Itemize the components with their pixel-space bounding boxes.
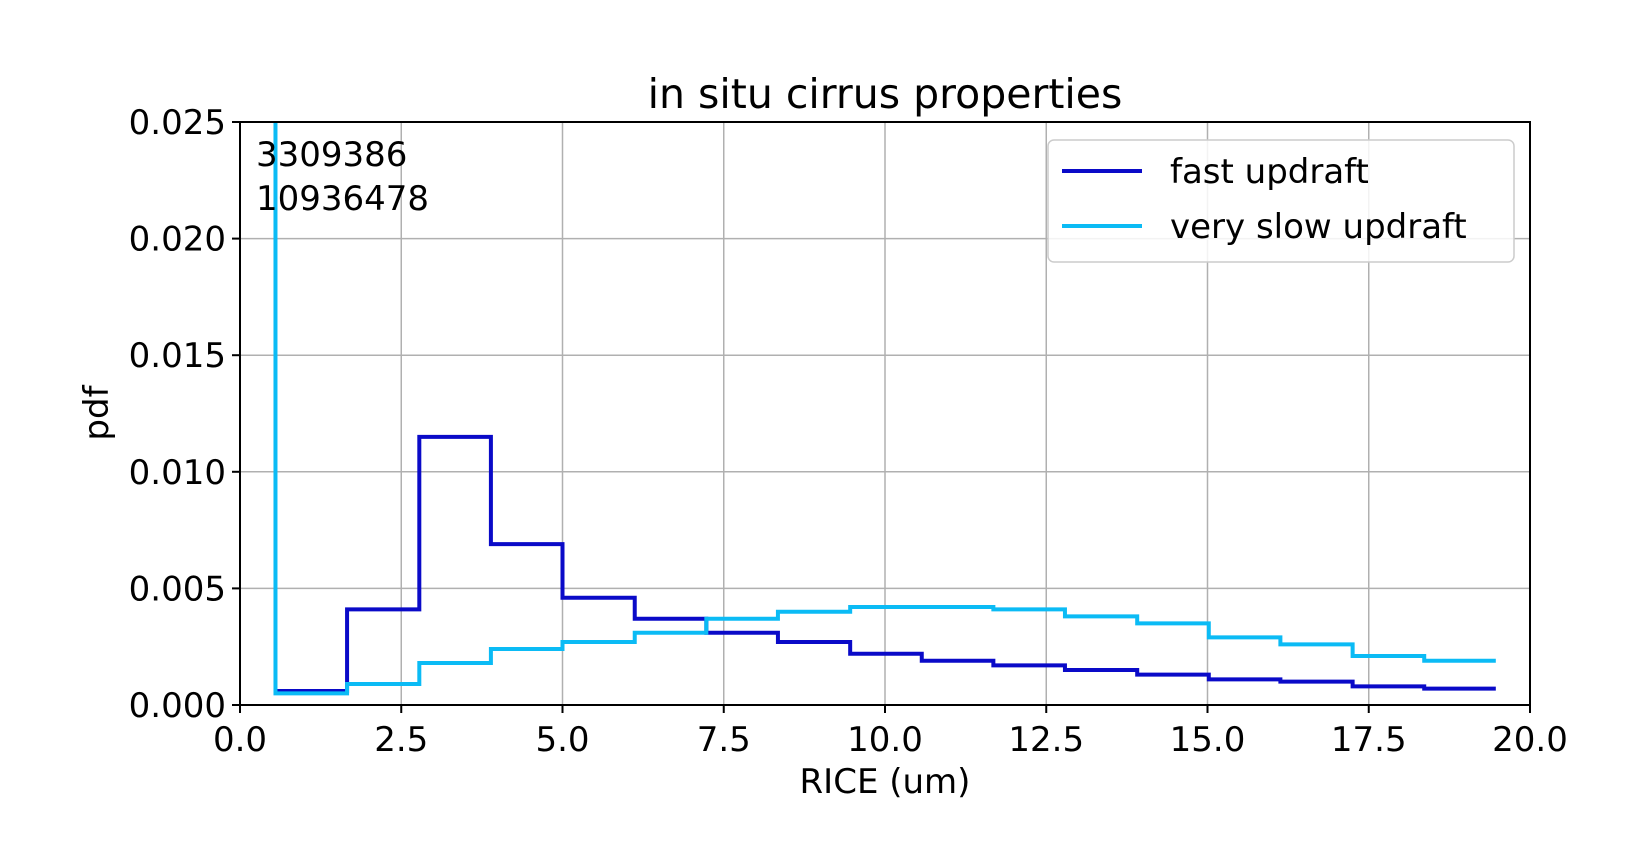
series-line-very-slow-updraft <box>273 122 1496 696</box>
x-tick-label: 20.0 <box>1492 720 1568 760</box>
series-layer <box>273 122 1496 696</box>
x-axis-title: RICE (um) <box>800 762 971 802</box>
chart-title: in situ cirrus properties <box>648 70 1123 118</box>
series-line-fast-updraft <box>275 434 1496 694</box>
legend-label-very-slow-updraft: very slow updraft <box>1170 207 1467 247</box>
x-tick-label: 7.5 <box>697 720 751 760</box>
x-tick-label: 0.0 <box>213 720 267 760</box>
axis-ticks: 0.0 2.5 5.0 7.5 10.0 12.5 15.0 17.5 20.0 0.000 0.0… <box>129 103 1568 760</box>
x-tick-label: 2.5 <box>374 720 428 760</box>
x-tick-label: 15.0 <box>1170 720 1246 760</box>
annotation-count-slow: 10936478 <box>256 179 429 219</box>
legend: fast updraft very slow updraft <box>1047 139 1515 263</box>
x-tick-label: 17.5 <box>1331 720 1407 760</box>
y-tick-label: 0.000 <box>129 686 226 726</box>
x-tick-label: 12.5 <box>1008 720 1084 760</box>
y-tick-label: 0.015 <box>129 336 226 376</box>
legend-box <box>1047 139 1515 263</box>
y-axis-title: pdf <box>77 384 117 440</box>
x-tick-label: 10.0 <box>847 720 923 760</box>
y-tick-label: 0.025 <box>129 103 226 143</box>
y-tick-label: 0.005 <box>129 569 226 609</box>
y-tick-label: 0.020 <box>129 220 226 260</box>
x-tick-label: 5.0 <box>535 720 589 760</box>
legend-label-fast-updraft: fast updraft <box>1170 152 1369 192</box>
annotation-count-fast: 3309386 <box>256 135 407 175</box>
y-tick-label: 0.010 <box>129 453 226 493</box>
